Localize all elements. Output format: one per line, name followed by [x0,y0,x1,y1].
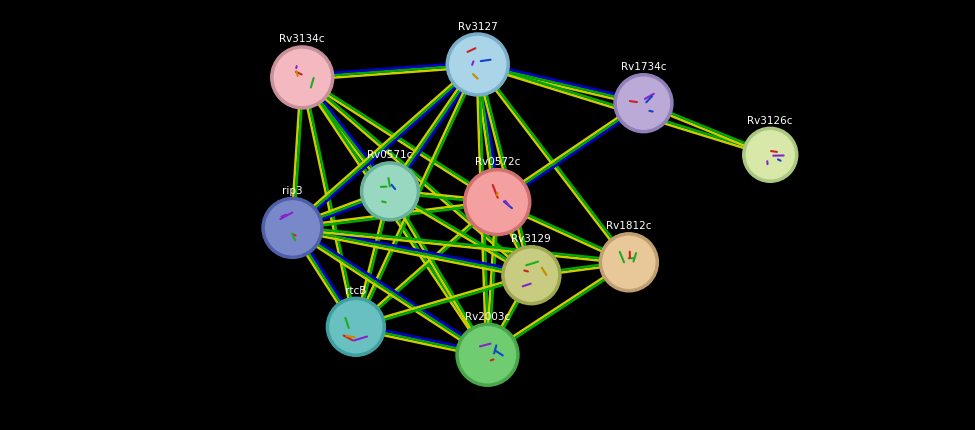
Circle shape [274,49,331,105]
Circle shape [603,237,655,288]
Circle shape [459,327,516,383]
Circle shape [746,131,795,179]
Circle shape [743,127,798,182]
Text: Rv3127: Rv3127 [458,22,497,31]
Circle shape [467,172,527,232]
Text: Rv0572c: Rv0572c [475,157,520,167]
Text: rtcB: rtcB [345,286,367,296]
Text: rip3: rip3 [282,186,303,196]
Text: Rv3134c: Rv3134c [280,34,325,44]
Text: Rv0571c: Rv0571c [368,150,412,160]
Circle shape [327,297,385,356]
Circle shape [449,37,506,92]
Circle shape [614,74,673,133]
Circle shape [502,246,561,305]
Circle shape [364,166,416,217]
Circle shape [262,197,323,258]
Text: Rv3126c: Rv3126c [748,116,793,126]
Circle shape [330,301,382,353]
Circle shape [464,169,530,236]
Circle shape [505,249,558,301]
Circle shape [447,33,509,96]
Circle shape [265,201,320,255]
Circle shape [617,77,670,129]
Circle shape [271,46,333,109]
Text: Rv3129: Rv3129 [512,234,551,244]
Circle shape [600,233,658,292]
Text: Rv1734c: Rv1734c [621,62,666,72]
Text: Rv2003c: Rv2003c [465,312,510,322]
Circle shape [456,323,519,386]
Text: Rv1812c: Rv1812c [606,221,651,231]
Circle shape [361,162,419,221]
